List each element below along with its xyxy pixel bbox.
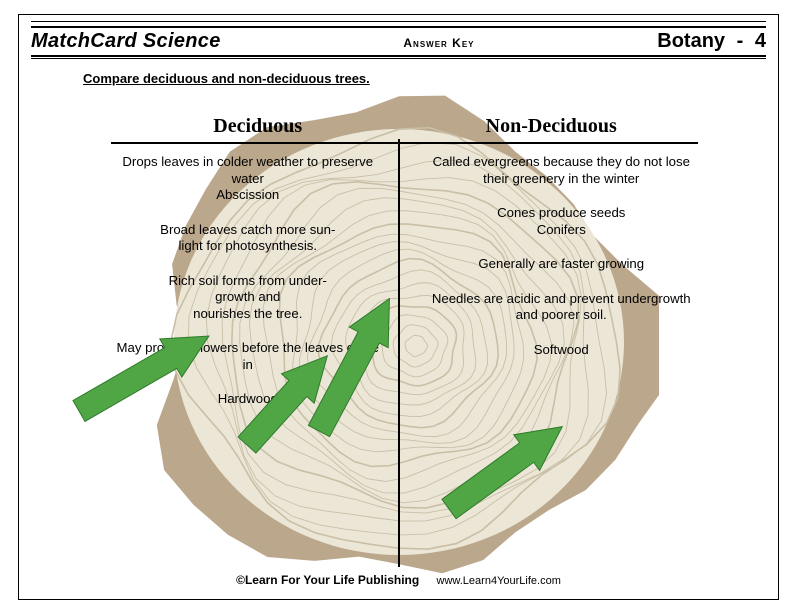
list-item: May produce flowers before the leaves co… — [111, 340, 385, 373]
comparison-table: Deciduous Non-Deciduous Drops leaves in … — [111, 111, 698, 426]
topic: Botany - 4 — [657, 30, 766, 53]
non-deciduous-column: Called evergreens because they do not lo… — [425, 154, 699, 426]
header: MatchCard Science Answer Key Botany - 4 — [31, 21, 766, 59]
brand-word-b: Science — [143, 30, 221, 52]
footer: ©Learn For Your Life Publishing www.Lear… — [19, 573, 778, 587]
left-column-title: Deciduous — [111, 111, 405, 142]
page-number: 4 — [755, 30, 766, 52]
list-item: Drops leaves in colder weather to preser… — [111, 154, 385, 204]
deciduous-column: Drops leaves in colder weather to preser… — [111, 154, 385, 426]
publisher-url: www.Learn4YourLife.com — [437, 575, 561, 587]
topic-dash: - — [731, 30, 750, 52]
brand-word-a: MatchCard — [31, 30, 137, 52]
list-item: Softwood — [425, 342, 699, 359]
brand: MatchCard Science — [31, 30, 221, 53]
list-item: Generally are faster growing — [425, 256, 699, 273]
list-item: Rich soil forms from under-growth andnou… — [111, 273, 385, 323]
list-item: Hardwood — [111, 391, 385, 408]
worksheet-page: MatchCard Science Answer Key Botany - 4 … — [18, 14, 779, 600]
column-headers: Deciduous Non-Deciduous — [111, 111, 698, 144]
list-item: Needles are acidic and prevent undergrow… — [425, 291, 699, 324]
publisher: ©Learn For Your Life Publishing — [236, 573, 419, 587]
answer-key-label: Answer Key — [403, 36, 474, 50]
right-column-title: Non-Deciduous — [405, 111, 699, 142]
list-item: Broad leaves catch more sun-light for ph… — [111, 222, 385, 255]
objective-text: Compare deciduous and non-deciduous tree… — [83, 71, 370, 86]
list-item: Cones produce seedsConifers — [425, 205, 699, 238]
list-item: Called evergreens because they do not lo… — [425, 154, 699, 187]
topic-name: Botany — [657, 30, 725, 52]
